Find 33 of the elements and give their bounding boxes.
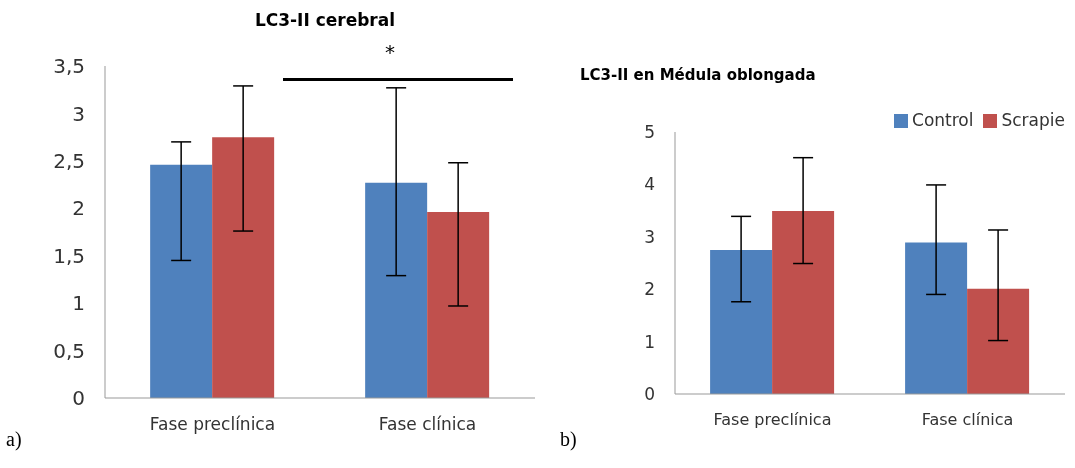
bar: [427, 212, 490, 398]
bar: [905, 242, 968, 394]
legend-label: Scrapie: [1001, 110, 1065, 130]
bar: [710, 249, 773, 394]
y-tick-label: 1: [644, 331, 655, 352]
bar: [150, 164, 213, 398]
y-tick-label: 0: [72, 386, 85, 411]
y-tick-label: 0: [644, 384, 655, 405]
y-tick-label: 0,5: [53, 338, 85, 363]
y-tick-label: 2,5: [53, 148, 85, 173]
x-tick-label: Fase preclínica: [149, 414, 276, 435]
text: b): [560, 428, 577, 451]
chart-title: LC3-II cerebral: [253, 10, 397, 30]
bar: [212, 137, 275, 398]
y-tick-label: 2: [72, 196, 85, 221]
y-tick-label: 4: [644, 174, 655, 195]
y-tick-label: 3,5: [53, 54, 85, 79]
y-tick-label: 3: [644, 226, 655, 247]
chart-title: LC3-II en Médula oblongada: [580, 66, 817, 84]
y-tick-label: 3: [72, 101, 85, 126]
x-tick-label: Fase preclínica: [713, 410, 832, 430]
bar: [967, 288, 1030, 394]
y-tick-label: 2: [644, 279, 655, 300]
x-tick-label: Fase clínica: [378, 414, 477, 435]
text: a): [6, 428, 22, 451]
bar: [365, 182, 428, 398]
y-tick-label: 5: [644, 122, 655, 143]
text: *: [385, 40, 395, 64]
y-tick-label: 1: [72, 291, 85, 316]
bar: [772, 211, 835, 394]
x-tick-label: Fase clínica: [921, 410, 1014, 430]
y-tick-label: 1,5: [53, 243, 85, 268]
legend-label: Control: [912, 110, 974, 130]
